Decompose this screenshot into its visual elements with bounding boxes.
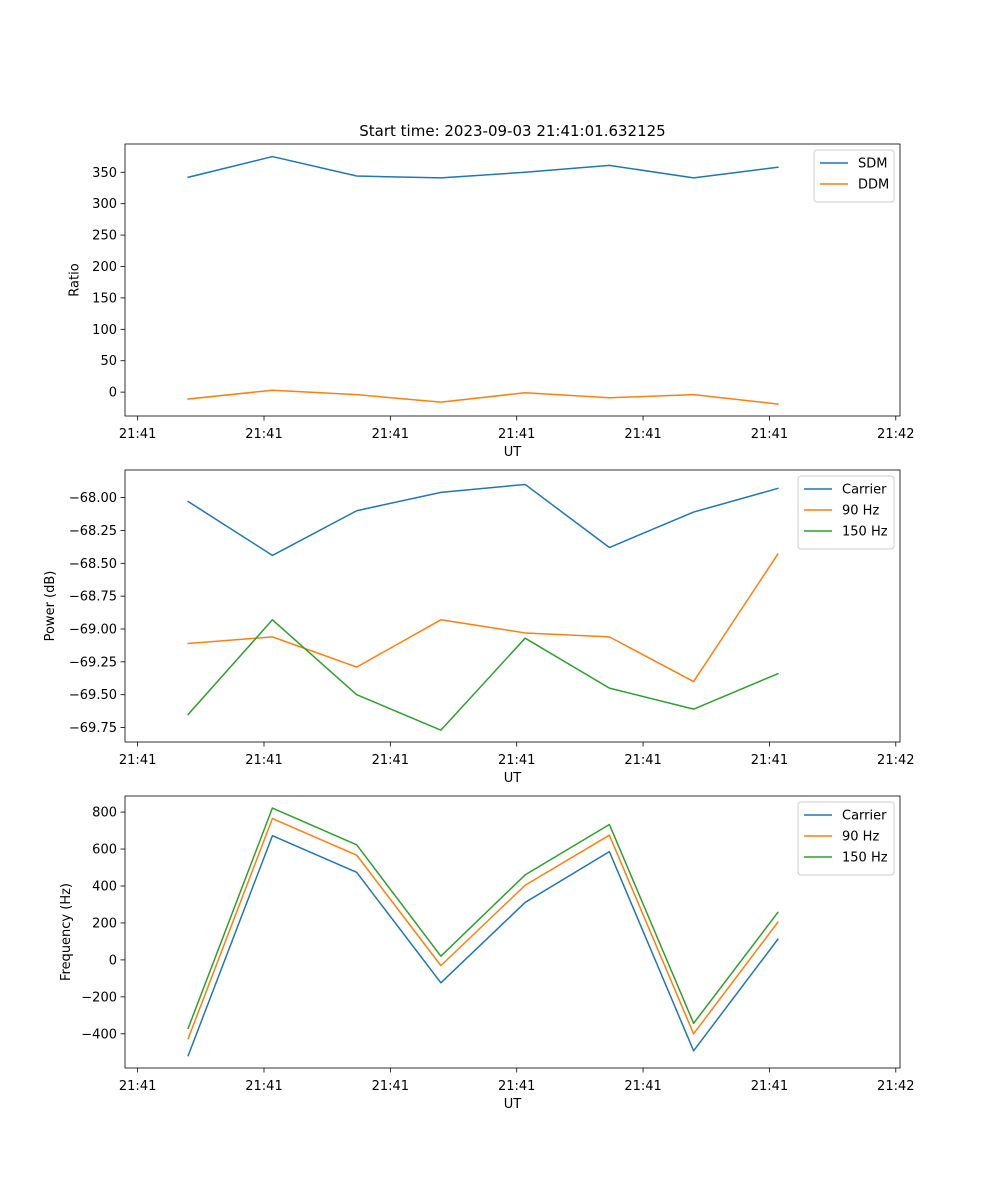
y-tick-label: −69.75 — [69, 721, 117, 736]
y-tick-label: −400 — [81, 1027, 117, 1042]
x-tick-label: 21:41 — [372, 753, 409, 768]
x-tick-label: 21:42 — [877, 1079, 914, 1094]
y-tick-label: 0 — [109, 953, 117, 968]
series-line-90-hz — [187, 553, 779, 683]
series-line-150-hz — [187, 807, 779, 1030]
y-tick-label: −69.50 — [69, 688, 117, 703]
series-line-150-hz — [187, 619, 779, 731]
y-tick-label: 50 — [100, 354, 117, 369]
y-axis-label: Power (dB) — [43, 571, 58, 642]
x-tick-label: 21:41 — [498, 427, 535, 442]
y-tick-label: 200 — [92, 916, 117, 931]
x-tick-label: 21:41 — [751, 753, 788, 768]
legend-label: 150 Hz — [842, 525, 888, 540]
x-tick-label: 21:41 — [498, 753, 535, 768]
series-line-sdm — [187, 155, 779, 179]
x-tick-label: 21:42 — [877, 753, 914, 768]
x-tick-label: 21:41 — [624, 753, 661, 768]
x-axis-label: UT — [504, 1097, 522, 1112]
x-tick-label: 21:41 — [245, 753, 282, 768]
legend: Carrier 90 Hz 150 Hz — [797, 801, 895, 876]
y-tick-label: 600 — [92, 843, 117, 858]
series-line-90-hz — [187, 817, 779, 1040]
legend-label: SDM — [858, 157, 887, 172]
x-tick-label: 21:41 — [119, 1079, 156, 1094]
y-tick-label: 200 — [92, 260, 117, 275]
x-tick-label: 21:41 — [624, 427, 661, 442]
x-tick-label: 21:41 — [372, 1079, 409, 1094]
y-axis-label: Ratio — [67, 263, 82, 296]
y-tick-label: −68.75 — [69, 590, 117, 605]
x-tick-label: 21:41 — [498, 1079, 535, 1094]
legend-label: 150 Hz — [842, 851, 888, 866]
y-tick-label: 800 — [92, 806, 117, 821]
y-tick-label: −68.00 — [69, 491, 117, 506]
axes-frame — [124, 795, 901, 1069]
chart-3: 21:41 21:41 21:41 21:41 21:41 21:41 21:42 −400 −… — [59, 795, 915, 1112]
series-line-ddm — [187, 389, 779, 405]
y-tick-label: −200 — [81, 990, 117, 1005]
x-tick-label: 21:41 — [751, 427, 788, 442]
y-tick-label: 150 — [92, 291, 117, 306]
y-tick-label: −68.50 — [69, 557, 117, 572]
x-tick-label: 21:41 — [245, 1079, 282, 1094]
y-tick-label: 250 — [92, 229, 117, 244]
x-tick-label: 21:41 — [624, 1079, 661, 1094]
y-tick-label: −69.00 — [69, 622, 117, 637]
y-axis-label: Frequency (Hz) — [59, 883, 74, 981]
y-tick-label: 300 — [92, 197, 117, 212]
legend-label: Carrier — [842, 809, 887, 824]
x-tick-label: 21:41 — [245, 427, 282, 442]
legend-label: DDM — [858, 178, 889, 193]
charts-container: 21:41 21:41 21:41 21:41 21:41 21:41 21:42 0 50 10… — [43, 143, 915, 1112]
chart-1: 21:41 21:41 21:41 21:41 21:41 21:41 21:42 0 50 10… — [67, 143, 915, 460]
x-axis-label: UT — [504, 445, 522, 460]
y-tick-label: 400 — [92, 879, 117, 894]
y-tick-label: 100 — [92, 323, 117, 338]
legend-label: 90 Hz — [842, 504, 879, 519]
y-tick-label: 0 — [109, 386, 117, 401]
x-tick-label: 21:41 — [372, 427, 409, 442]
legend-label: 90 Hz — [842, 830, 879, 845]
legend: SDM DDM — [813, 149, 895, 203]
figure-title: Start time: 2023-09-03 21:41:01.632125 — [359, 122, 665, 140]
x-tick-label: 21:42 — [877, 427, 914, 442]
legend: Carrier 90 Hz 150 Hz — [797, 475, 895, 550]
x-tick-label: 21:41 — [119, 753, 156, 768]
y-tick-label: −68.25 — [69, 524, 117, 539]
series-line-carrier — [187, 834, 779, 1057]
axes-frame — [124, 469, 901, 743]
x-tick-label: 21:41 — [119, 427, 156, 442]
axes-frame — [124, 143, 901, 417]
series-line-carrier — [187, 483, 779, 557]
y-tick-label: 350 — [92, 166, 117, 181]
legend-label: Carrier — [842, 483, 887, 498]
x-tick-label: 21:41 — [751, 1079, 788, 1094]
chart-2: 21:41 21:41 21:41 21:41 21:41 21:41 21:42 −69.7… — [43, 469, 915, 786]
x-axis-label: UT — [504, 771, 522, 786]
y-tick-label: −69.25 — [69, 655, 117, 670]
